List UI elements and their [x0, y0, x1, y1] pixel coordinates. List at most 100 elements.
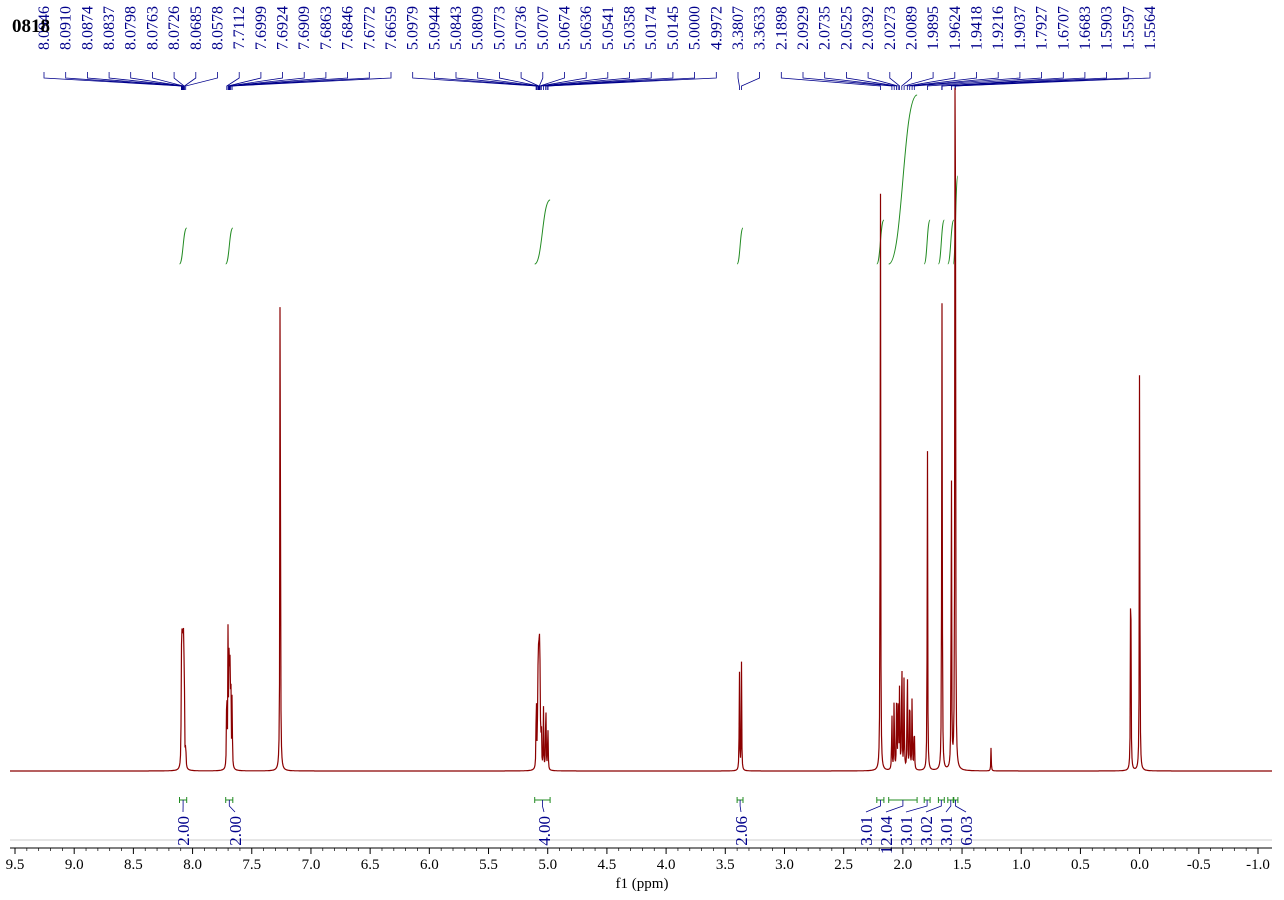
peak-label: 7.6909 — [296, 6, 313, 50]
peak-label: 5.0000 — [687, 6, 704, 50]
x-tick-label: 7.5 — [242, 857, 261, 873]
integral-value: 3.01 — [857, 816, 876, 846]
peak-label: 5.0674 — [557, 6, 574, 50]
x-tick-label: 4.5 — [598, 857, 617, 873]
peak-label: 8.0910 — [58, 6, 75, 50]
x-tick-label: 5.5 — [479, 857, 498, 873]
peak-label: 7.6659 — [383, 6, 400, 50]
peak-label-connector — [846, 72, 897, 90]
integral-curve — [947, 219, 955, 265]
x-tick-label: 9.0 — [65, 857, 84, 873]
peak-label: 4.9972 — [708, 6, 725, 50]
peak-label: 5.0541 — [600, 6, 617, 50]
peak-label: 1.9624 — [947, 6, 964, 50]
peak-label: 5.0736 — [513, 6, 530, 50]
peak-label: 2.0273 — [882, 6, 899, 50]
integral-value: 4.00 — [535, 816, 554, 846]
peak-label-connector — [913, 72, 1021, 90]
peak-label-connector — [741, 72, 760, 90]
integral-value: 2.00 — [174, 816, 193, 846]
peak-label: 8.0874 — [79, 6, 96, 50]
peak-label: 1.7927 — [1034, 6, 1051, 50]
peak-label: 8.0763 — [144, 6, 161, 50]
integral-value: 2.06 — [732, 816, 751, 846]
integral-curve — [937, 219, 945, 265]
peak-label-connector — [927, 72, 1042, 90]
peak-label: 3.3807 — [730, 6, 747, 50]
peak-label: 8.0726 — [166, 6, 183, 50]
x-tick-label: 5.0 — [538, 857, 557, 873]
peak-label: 2.0735 — [817, 6, 834, 50]
peak-label: 5.0145 — [665, 6, 682, 50]
peak-label: 1.5564 — [1142, 6, 1159, 50]
peak-label-connector — [737, 72, 740, 90]
peak-label: 8.0946 — [36, 6, 53, 50]
integral-value: 3.02 — [917, 816, 936, 846]
x-tick-label: 1.0 — [1012, 857, 1031, 873]
peak-label-connector — [173, 72, 185, 90]
peak-label-connector — [867, 72, 899, 90]
integral-curve — [179, 227, 188, 265]
x-tick-label: 2.0 — [893, 857, 912, 873]
integral-curve — [534, 199, 551, 265]
x-tick-label: 0.5 — [1071, 857, 1090, 873]
peak-label-connector — [184, 72, 197, 90]
x-tick-label: 3.0 — [775, 857, 794, 873]
integral-brackets: 2.00 2.00 4.00 2.06 3.01 12.04 3.01 3.02 3.01 6.0… — [174, 797, 976, 854]
peak-label: 2.0089 — [904, 6, 921, 50]
peak-label: 2.0525 — [838, 6, 855, 50]
peak-label: 8.0578 — [210, 6, 227, 50]
peak-label: 7.7112 — [231, 6, 248, 49]
integral-curve — [888, 94, 918, 265]
x-tick-label: 6.5 — [361, 857, 380, 873]
peak-label-connector — [185, 72, 218, 90]
integral-connector — [542, 800, 545, 813]
peak-label-connector — [901, 72, 912, 90]
x-tick-label: 9.5 — [6, 857, 25, 873]
x-tick-label: 8.5 — [124, 857, 143, 873]
peak-label: 7.6846 — [340, 6, 357, 50]
peak-label: 1.9418 — [969, 6, 986, 50]
peak-label: 5.0773 — [491, 6, 508, 50]
peak-label-connector — [909, 72, 977, 90]
x-axis-ticks: 9.5 9.0 8.5 8.0 7.5 7.0 6.5 6.0 5.5 5.0 4.5 4.0 3.5 3… — [6, 848, 1270, 873]
integral-curve — [923, 219, 931, 265]
peak-label: 1.9037 — [1012, 6, 1029, 50]
x-tick-label: -0.5 — [1187, 857, 1211, 873]
peak-label: 2.1898 — [773, 6, 790, 50]
peak-label-connector — [230, 72, 370, 90]
integral-connector — [945, 800, 952, 813]
integral-curve — [736, 227, 744, 265]
peak-label-connector — [539, 72, 587, 90]
integral-connector — [739, 800, 742, 813]
peak-label-connector — [87, 72, 183, 90]
peak-label-connector — [824, 72, 895, 90]
peak-label: 1.9216 — [990, 6, 1007, 50]
peak-label: 5.0809 — [470, 6, 487, 50]
peak-label: 1.6683 — [1077, 6, 1094, 50]
peak-label-connector — [43, 72, 182, 90]
peak-label: 8.0798 — [123, 6, 140, 50]
peak-label-connector — [539, 72, 565, 90]
x-tick-label: 4.0 — [657, 857, 676, 873]
peak-label: 5.0174 — [643, 6, 660, 50]
x-tick-label: 1.5 — [953, 857, 972, 873]
peak-label-connector — [545, 72, 674, 90]
integral-connector — [865, 800, 881, 813]
peak-label: 2.0929 — [795, 6, 812, 50]
peak-label-connector — [231, 72, 392, 90]
peak-label: 1.6707 — [1055, 6, 1072, 50]
integral-value: 3.01 — [937, 816, 956, 846]
x-tick-label: 8.0 — [183, 857, 202, 873]
peak-label-connector — [543, 72, 630, 90]
integral-connector — [885, 800, 904, 813]
x-tick-label: 3.5 — [716, 857, 735, 873]
peak-label: 5.0944 — [426, 6, 443, 50]
peak-label-connector — [227, 72, 262, 90]
peak-label-connector — [951, 72, 1107, 90]
peak-label: 1.9895 — [925, 6, 942, 50]
integral-connector — [228, 800, 236, 813]
integral-value: 12.04 — [877, 816, 896, 855]
peak-label: 7.6924 — [275, 6, 292, 50]
